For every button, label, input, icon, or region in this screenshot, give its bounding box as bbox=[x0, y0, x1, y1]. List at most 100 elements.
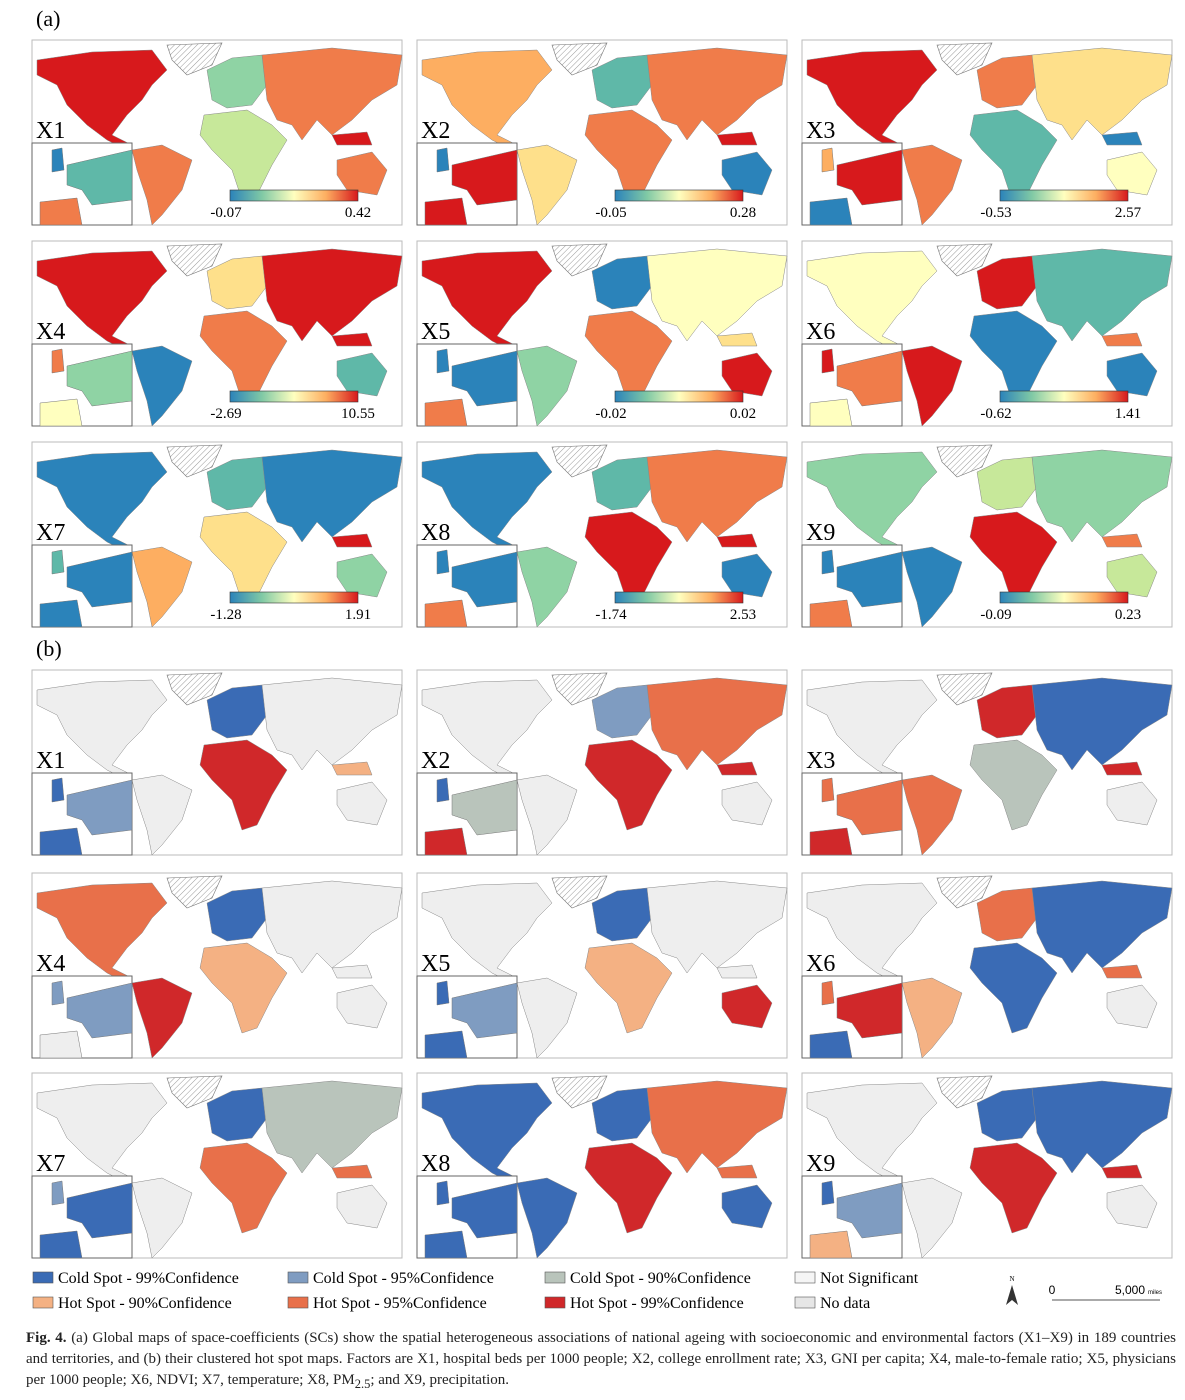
greenland bbox=[166, 1075, 223, 1109]
region bbox=[976, 54, 1038, 109]
region bbox=[131, 144, 193, 226]
map-label: X3 bbox=[806, 118, 835, 144]
region bbox=[331, 131, 373, 146]
map-label: X5 bbox=[421, 951, 450, 977]
region bbox=[969, 942, 1058, 1034]
greenland bbox=[551, 444, 608, 478]
region bbox=[36, 1082, 168, 1184]
color-bar-min: -2.69 bbox=[210, 406, 241, 422]
region bbox=[516, 774, 578, 856]
inset-region bbox=[436, 777, 450, 803]
color-bar-min: -0.02 bbox=[595, 406, 626, 422]
map-label: X2 bbox=[421, 748, 450, 774]
legend-label: Cold Spot - 90%Confidence bbox=[570, 1270, 751, 1287]
color-bar bbox=[999, 591, 1129, 604]
region bbox=[721, 151, 773, 196]
color-bar bbox=[614, 189, 744, 202]
legend-label: Hot Spot - 90%Confidence bbox=[58, 1295, 232, 1312]
region bbox=[584, 1142, 673, 1234]
region bbox=[336, 1184, 388, 1229]
inset-region bbox=[66, 350, 133, 407]
greenland bbox=[936, 42, 993, 76]
region bbox=[331, 964, 373, 979]
color-bar-max: 10.55 bbox=[341, 406, 375, 422]
region bbox=[421, 1082, 553, 1184]
inset-region bbox=[809, 398, 853, 427]
region bbox=[331, 1164, 373, 1179]
region bbox=[806, 679, 938, 781]
greenland bbox=[166, 875, 223, 909]
region bbox=[901, 1177, 963, 1259]
map-label: X6 bbox=[806, 319, 835, 345]
inset-region bbox=[66, 551, 133, 608]
region bbox=[1106, 1184, 1158, 1229]
caption: Fig. 4. (a) Global maps of space-coeffic… bbox=[26, 1328, 1176, 1395]
map: X5 bbox=[416, 872, 788, 1059]
region bbox=[336, 781, 388, 826]
inset-region bbox=[436, 1180, 450, 1206]
region bbox=[901, 977, 963, 1059]
region bbox=[199, 1142, 288, 1234]
region bbox=[806, 49, 938, 151]
map-label: X4 bbox=[36, 319, 65, 345]
region bbox=[901, 144, 963, 226]
color-bar-max: 0.23 bbox=[1115, 607, 1141, 623]
inset-region bbox=[451, 350, 518, 407]
color-bar-max: 2.57 bbox=[1115, 205, 1142, 221]
greenland bbox=[551, 875, 608, 909]
region bbox=[421, 451, 553, 553]
region bbox=[1101, 1164, 1143, 1179]
legend-swatch bbox=[794, 1271, 816, 1284]
region bbox=[206, 684, 268, 739]
inset-region bbox=[436, 980, 450, 1006]
legend-label: Not Significant bbox=[820, 1270, 919, 1287]
region bbox=[36, 49, 168, 151]
inset-region bbox=[51, 348, 65, 374]
legend-label: Cold Spot - 99%Confidence bbox=[58, 1270, 239, 1287]
region bbox=[591, 887, 653, 942]
region bbox=[131, 546, 193, 628]
region bbox=[806, 882, 938, 984]
region bbox=[421, 882, 553, 984]
panel-label: (a) bbox=[36, 6, 60, 31]
map-label: X2 bbox=[421, 118, 450, 144]
region bbox=[206, 255, 268, 310]
map: X9 bbox=[801, 1072, 1173, 1259]
region bbox=[976, 1087, 1038, 1142]
greenland bbox=[936, 672, 993, 706]
caption-text: (a) Global maps of space-coefficients (S… bbox=[26, 1330, 1176, 1388]
legend-label: No data bbox=[820, 1295, 870, 1312]
color-bar-min: -1.74 bbox=[595, 607, 627, 623]
inset-region bbox=[451, 779, 518, 836]
legend-swatch bbox=[32, 1271, 54, 1284]
color-bar-max: 1.91 bbox=[345, 607, 371, 623]
inset-region bbox=[39, 1230, 83, 1259]
map-label: X1 bbox=[36, 748, 65, 774]
inset-region bbox=[51, 549, 65, 575]
region bbox=[199, 739, 288, 831]
region bbox=[131, 977, 193, 1059]
greenland bbox=[936, 875, 993, 909]
color-bar-max: 1.41 bbox=[1115, 406, 1141, 422]
map: X6 bbox=[801, 872, 1173, 1059]
region bbox=[591, 684, 653, 739]
greenland bbox=[551, 1075, 608, 1109]
region bbox=[1101, 533, 1143, 548]
region bbox=[901, 546, 963, 628]
greenland bbox=[551, 243, 608, 277]
region bbox=[516, 977, 578, 1059]
inset-region bbox=[39, 599, 83, 628]
inset-region bbox=[809, 599, 853, 628]
map-label: X7 bbox=[36, 520, 65, 546]
legend-swatch bbox=[287, 1271, 309, 1284]
north-label: N bbox=[1009, 1275, 1014, 1283]
region bbox=[591, 255, 653, 310]
region bbox=[131, 774, 193, 856]
map-label: X8 bbox=[421, 1151, 450, 1177]
region bbox=[421, 49, 553, 151]
region bbox=[1106, 984, 1158, 1029]
region bbox=[969, 739, 1058, 831]
region bbox=[721, 781, 773, 826]
map-label: X7 bbox=[36, 1151, 65, 1177]
